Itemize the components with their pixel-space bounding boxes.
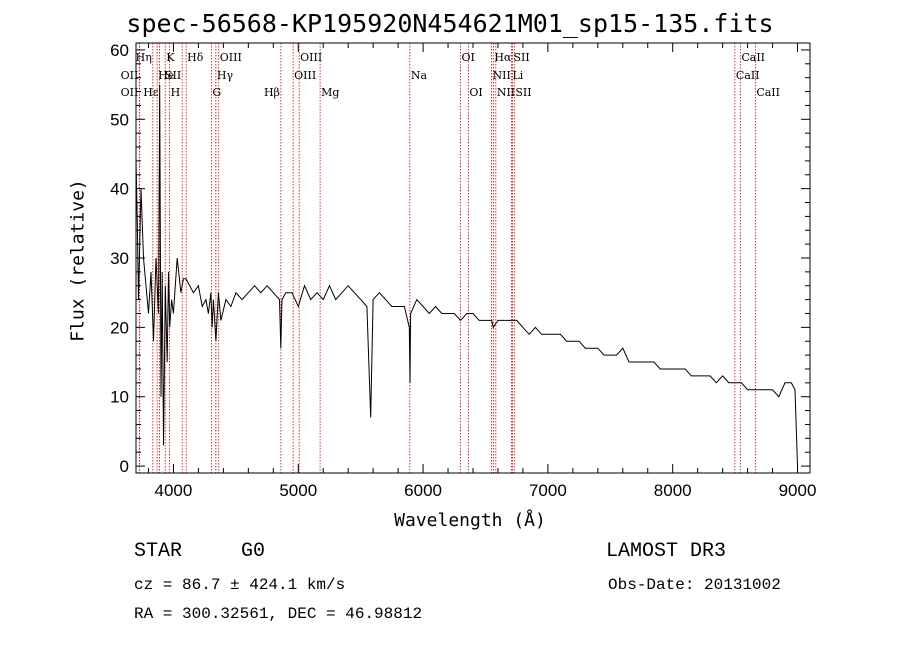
line-label: OIII	[220, 51, 242, 64]
y-tick-label: 30	[110, 249, 129, 268]
line-label: Mg	[321, 86, 339, 99]
line-label: CaII	[756, 86, 780, 99]
plot-frame	[135, 42, 811, 474]
line-label: H	[171, 86, 181, 99]
y-tick-label: 10	[110, 388, 129, 407]
line-label: OII	[121, 69, 139, 82]
x-tick-label: 6000	[404, 481, 442, 500]
line-label: SII	[513, 51, 529, 64]
line-label: SII	[165, 69, 181, 82]
line-label: NII	[497, 86, 515, 99]
y-tick-label: 20	[110, 318, 129, 337]
line-label: Hδ	[187, 51, 204, 64]
spectrum-line	[135, 84, 798, 467]
line-label: G	[212, 86, 221, 99]
y-tick-label: 50	[110, 110, 129, 129]
y-axis-label: Flux (relative)	[67, 179, 89, 342]
line-label: Hα	[494, 51, 512, 64]
y-tick-label: 60	[110, 41, 129, 60]
survey-name: LAMOST DR3	[606, 540, 727, 563]
obs-date: Obs-Date: 20131002	[608, 576, 781, 594]
line-label: OIII	[294, 69, 316, 82]
chart-title: spec-56568-KP195920N454621M01_sp15-135.f…	[126, 9, 774, 38]
y-tick-label: 40	[110, 180, 129, 199]
line-label: Hγ	[217, 69, 234, 82]
line-label: Na	[411, 69, 428, 82]
redshift-readout: cz = 86.7 ± 424.1 km/s	[134, 576, 346, 594]
line-label: Li	[512, 69, 523, 82]
y-tick-label: 0	[120, 457, 129, 476]
y-axis-ticks: 0 10 20 30 40 50 60	[110, 41, 810, 476]
line-label: K	[166, 51, 175, 64]
line-label: CaII	[736, 69, 760, 82]
x-axis-ticks: 4000 5000 6000 7000 8000 9000	[147, 43, 817, 500]
line-label: SII	[515, 86, 531, 99]
line-label: Hε	[143, 86, 159, 99]
x-tick-label: 9000	[779, 481, 817, 500]
x-tick-label: 5000	[279, 481, 317, 500]
spectral-line-labels: OII OII Hη Hε He K H SII Hδ G Hγ OIII Hβ OIII OIII Mg Na…	[121, 51, 780, 99]
line-label: NII	[492, 69, 510, 82]
coordinates: RA = 300.32561, DEC = 46.98812	[134, 605, 423, 623]
object-subclass: G0	[241, 540, 266, 563]
line-label: OIII	[300, 51, 322, 64]
object-class: STAR	[134, 540, 183, 563]
line-label: He	[158, 69, 174, 82]
x-tick-label: 8000	[654, 481, 692, 500]
line-label: Hβ	[264, 86, 280, 99]
x-tick-label: 7000	[529, 481, 567, 500]
line-label: CaII	[741, 51, 765, 64]
line-label: OI	[462, 51, 475, 64]
x-axis-label: Wavelength (Å)	[394, 510, 546, 531]
x-tick-label: 4000	[155, 481, 193, 500]
line-label: OII	[121, 86, 139, 99]
line-label: OI	[469, 86, 482, 99]
line-label: Hη	[136, 51, 152, 64]
spectral-line-markers	[138, 43, 756, 473]
